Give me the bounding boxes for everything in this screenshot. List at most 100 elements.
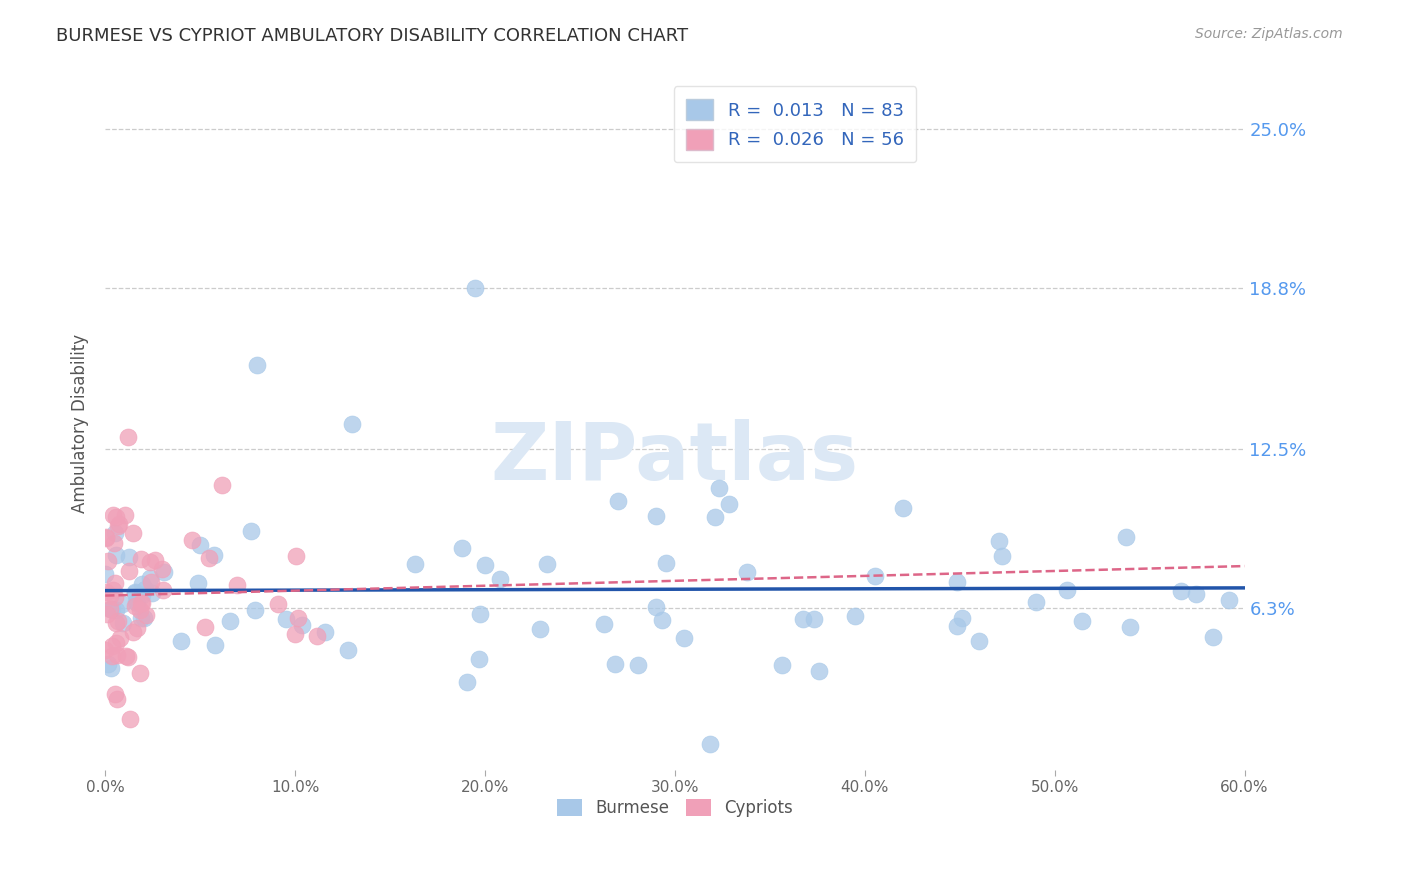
Point (111, 597, 134, 611)
Point (94, 585, 117, 599)
Point (129, 603, 152, 617)
Point (118, 712, 141, 726)
Point (468, 652, 491, 666)
Point (404, 557, 426, 571)
Point (1070, 614, 1092, 628)
Point (103, 687, 125, 701)
Point (100, 589, 122, 603)
Point (844, 609, 866, 624)
Point (125, 621, 148, 635)
Point (131, 576, 153, 591)
Point (627, 657, 650, 672)
Point (107, 517, 129, 532)
Point (107, 614, 129, 628)
Point (108, 631, 131, 645)
Point (103, 535, 125, 549)
Point (124, 585, 146, 599)
Point (246, 358, 269, 372)
Point (124, 595, 146, 609)
Point (100, 639, 122, 653)
Point (950, 611, 973, 625)
Point (105, 603, 128, 617)
Point (114, 649, 136, 664)
Point (284, 549, 307, 564)
Point (198, 551, 221, 566)
Point (94, 643, 117, 657)
Point (967, 634, 990, 648)
Point (307, 629, 329, 643)
Point (336, 643, 359, 657)
Point (104, 636, 127, 650)
Point (287, 611, 309, 625)
Point (139, 575, 162, 590)
Point (644, 509, 666, 524)
Point (105, 616, 128, 631)
Point (105, 648, 128, 662)
Point (180, 533, 202, 548)
Point (990, 549, 1012, 563)
Point (470, 607, 492, 621)
Point (699, 737, 721, 751)
Point (489, 572, 512, 586)
Point (672, 631, 695, 645)
Point (118, 565, 141, 579)
Point (202, 548, 225, 562)
Point (190, 537, 212, 551)
Point (1218, 593, 1240, 607)
Point (112, 615, 135, 630)
Point (651, 613, 673, 627)
Point (122, 624, 145, 639)
Point (717, 497, 740, 511)
Point (105, 548, 128, 562)
Point (536, 558, 558, 572)
Point (104, 526, 127, 541)
Point (118, 549, 141, 564)
Point (117, 429, 139, 443)
Point (105, 509, 128, 524)
Point (456, 674, 478, 689)
Point (101, 583, 124, 598)
Point (204, 638, 226, 652)
Point (129, 596, 152, 610)
Point (807, 664, 830, 678)
Point (803, 612, 825, 626)
Point (98, 602, 121, 616)
Point (194, 620, 217, 634)
Point (100, 601, 122, 615)
Point (100, 648, 122, 663)
Point (107, 518, 129, 533)
Legend: Burmese, Cypriots: Burmese, Cypriots (550, 792, 800, 824)
Point (143, 553, 166, 567)
Point (105, 691, 128, 706)
Point (139, 555, 162, 569)
Point (987, 533, 1010, 548)
Point (655, 556, 678, 570)
Point (124, 599, 146, 614)
Point (94, 566, 117, 581)
Point (104, 576, 127, 591)
Point (100, 602, 122, 616)
Point (101, 508, 124, 522)
Point (226, 578, 249, 592)
Point (153, 565, 176, 579)
Point (135, 608, 157, 623)
Text: BURMESE VS CYPRIOT AMBULATORY DISABILITY CORRELATION CHART: BURMESE VS CYPRIOT AMBULATORY DISABILITY… (56, 27, 689, 45)
Point (131, 596, 153, 610)
Point (96, 607, 118, 622)
Point (474, 558, 496, 573)
Point (211, 477, 233, 491)
Point (114, 508, 136, 522)
Point (134, 582, 156, 596)
Text: ZIPatlas: ZIPatlas (491, 419, 859, 498)
Y-axis label: Ambulatory Disability: Ambulatory Disability (72, 334, 89, 513)
Point (97, 657, 120, 672)
Point (946, 574, 969, 589)
Point (104, 591, 127, 605)
Point (1115, 530, 1137, 544)
Point (290, 617, 312, 632)
Point (141, 586, 163, 600)
Point (593, 616, 616, 631)
Point (267, 598, 290, 612)
Point (243, 603, 266, 617)
Point (606, 493, 628, 508)
